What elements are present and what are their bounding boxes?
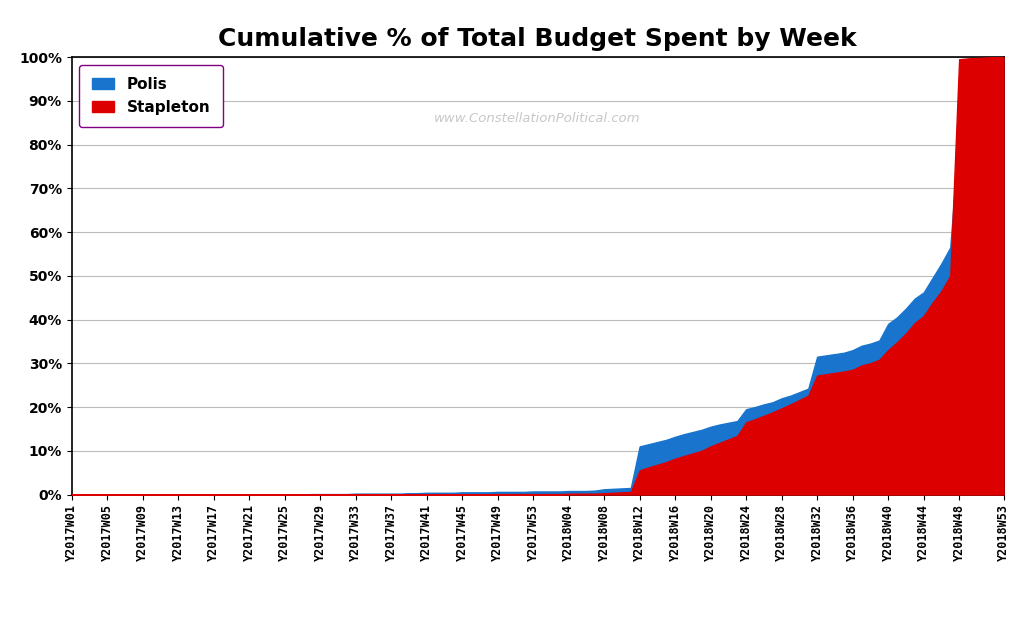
Legend: Polis, Stapleton: Polis, Stapleton <box>79 65 222 127</box>
Title: Cumulative % of Total Budget Spent by Week: Cumulative % of Total Budget Spent by We… <box>218 27 857 51</box>
Text: www.ConstellationPolitical.com: www.ConstellationPolitical.com <box>434 112 641 125</box>
